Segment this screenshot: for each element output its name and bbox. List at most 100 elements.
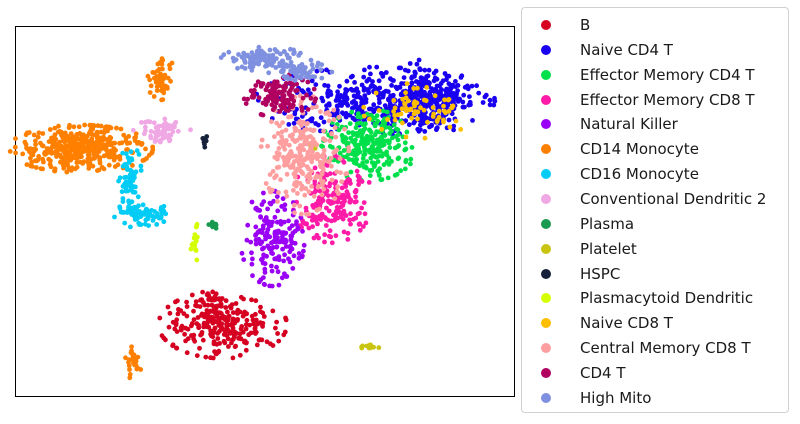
data-point	[415, 116, 420, 122]
legend-marker	[541, 144, 551, 155]
data-point	[379, 134, 384, 140]
data-point	[287, 142, 292, 148]
data-point	[256, 44, 262, 50]
data-point	[288, 96, 293, 102]
data-point	[253, 241, 259, 247]
data-point	[392, 117, 398, 123]
data-point	[71, 124, 77, 130]
data-point	[27, 146, 33, 152]
data-point	[74, 164, 80, 170]
data-point	[234, 318, 240, 323]
data-point	[334, 205, 340, 210]
data-point	[190, 241, 196, 247]
data-point	[430, 105, 436, 110]
data-point	[312, 165, 318, 171]
data-point	[360, 160, 366, 166]
data-point	[450, 83, 456, 88]
data-point	[266, 70, 272, 76]
legend-item: CD14 Monocyte	[522, 137, 699, 161]
data-point	[200, 337, 206, 343]
data-point	[276, 338, 282, 344]
data-point	[336, 102, 342, 108]
data-point	[154, 211, 160, 216]
data-point	[331, 212, 336, 218]
data-point	[482, 94, 488, 100]
data-point	[205, 320, 210, 326]
data-point	[138, 367, 144, 372]
data-point	[104, 147, 109, 153]
legend-item: Plasma	[522, 212, 634, 236]
data-point	[367, 342, 373, 348]
data-point	[309, 62, 315, 68]
data-point	[264, 253, 269, 259]
data-point	[174, 345, 179, 351]
data-point	[467, 94, 472, 99]
data-point	[151, 94, 157, 99]
data-point	[176, 307, 181, 312]
data-point	[279, 129, 285, 135]
data-point	[213, 222, 219, 228]
data-point	[267, 200, 273, 206]
data-point	[212, 325, 218, 331]
data-point	[262, 261, 268, 267]
data-point	[283, 315, 288, 321]
data-point	[54, 154, 59, 159]
data-point	[276, 282, 282, 288]
data-point	[143, 124, 148, 130]
data-point	[253, 83, 259, 88]
data-point	[355, 150, 361, 156]
data-point	[344, 189, 350, 195]
data-point	[193, 235, 199, 241]
data-point	[211, 305, 217, 310]
data-point	[212, 295, 218, 301]
data-point	[224, 333, 230, 338]
data-point	[318, 115, 324, 121]
data-point	[239, 324, 245, 329]
data-point	[269, 246, 274, 252]
data-point	[282, 207, 288, 212]
data-point	[377, 100, 382, 106]
data-point	[258, 321, 264, 326]
data-point	[194, 257, 200, 263]
data-point	[323, 223, 329, 228]
data-point	[269, 268, 275, 274]
legend-label: Conventional Dendritic 2	[580, 189, 767, 208]
data-point	[263, 102, 269, 107]
data-point	[167, 310, 173, 316]
data-point	[253, 331, 258, 336]
data-point	[351, 216, 356, 222]
data-point	[327, 138, 333, 144]
data-point	[218, 55, 224, 60]
data-point	[273, 238, 279, 244]
data-point	[332, 181, 338, 187]
data-point	[258, 309, 263, 314]
data-point	[181, 311, 187, 316]
data-point	[123, 151, 129, 157]
data-point	[204, 292, 210, 298]
data-point	[299, 211, 304, 217]
data-point	[321, 147, 327, 153]
data-point	[391, 109, 396, 114]
data-point	[283, 81, 289, 86]
data-point	[412, 103, 417, 109]
data-point	[150, 70, 156, 75]
data-point	[158, 130, 164, 136]
data-point	[314, 104, 319, 110]
data-point	[158, 215, 164, 221]
data-point	[426, 67, 432, 73]
data-point	[279, 106, 285, 111]
data-point	[399, 106, 405, 112]
data-point	[487, 97, 493, 103]
data-point	[320, 180, 326, 186]
data-point	[315, 221, 320, 227]
data-point	[146, 223, 152, 229]
data-point	[300, 95, 306, 101]
data-point	[218, 315, 224, 321]
legend-marker	[541, 243, 551, 254]
data-point	[302, 127, 308, 133]
data-point	[322, 82, 327, 88]
data-point	[163, 211, 169, 217]
data-point	[421, 97, 427, 103]
data-point	[131, 170, 137, 176]
data-point	[392, 172, 398, 178]
